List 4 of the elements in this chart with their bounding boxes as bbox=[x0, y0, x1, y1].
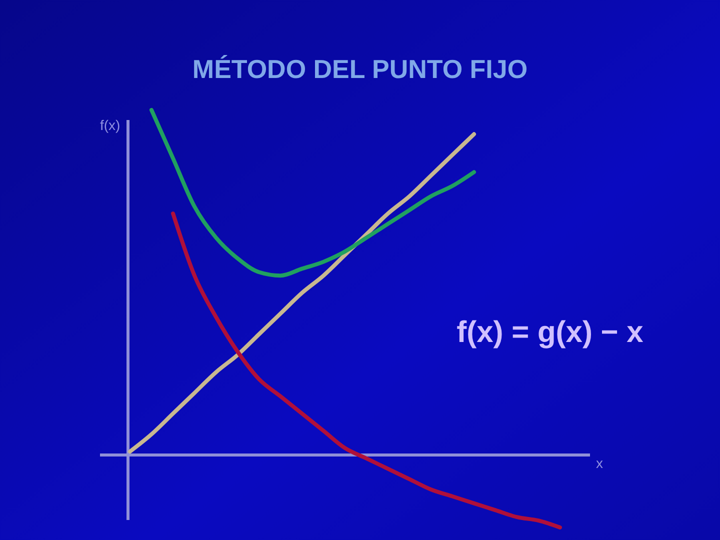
annotation: f(x) = g(x) − x bbox=[456, 316, 644, 349]
x-axis-title: x bbox=[596, 455, 603, 471]
chart-title: MÉTODO DEL PUNTO FIJO bbox=[192, 54, 528, 84]
y-axis-title: f(x) bbox=[100, 117, 120, 133]
